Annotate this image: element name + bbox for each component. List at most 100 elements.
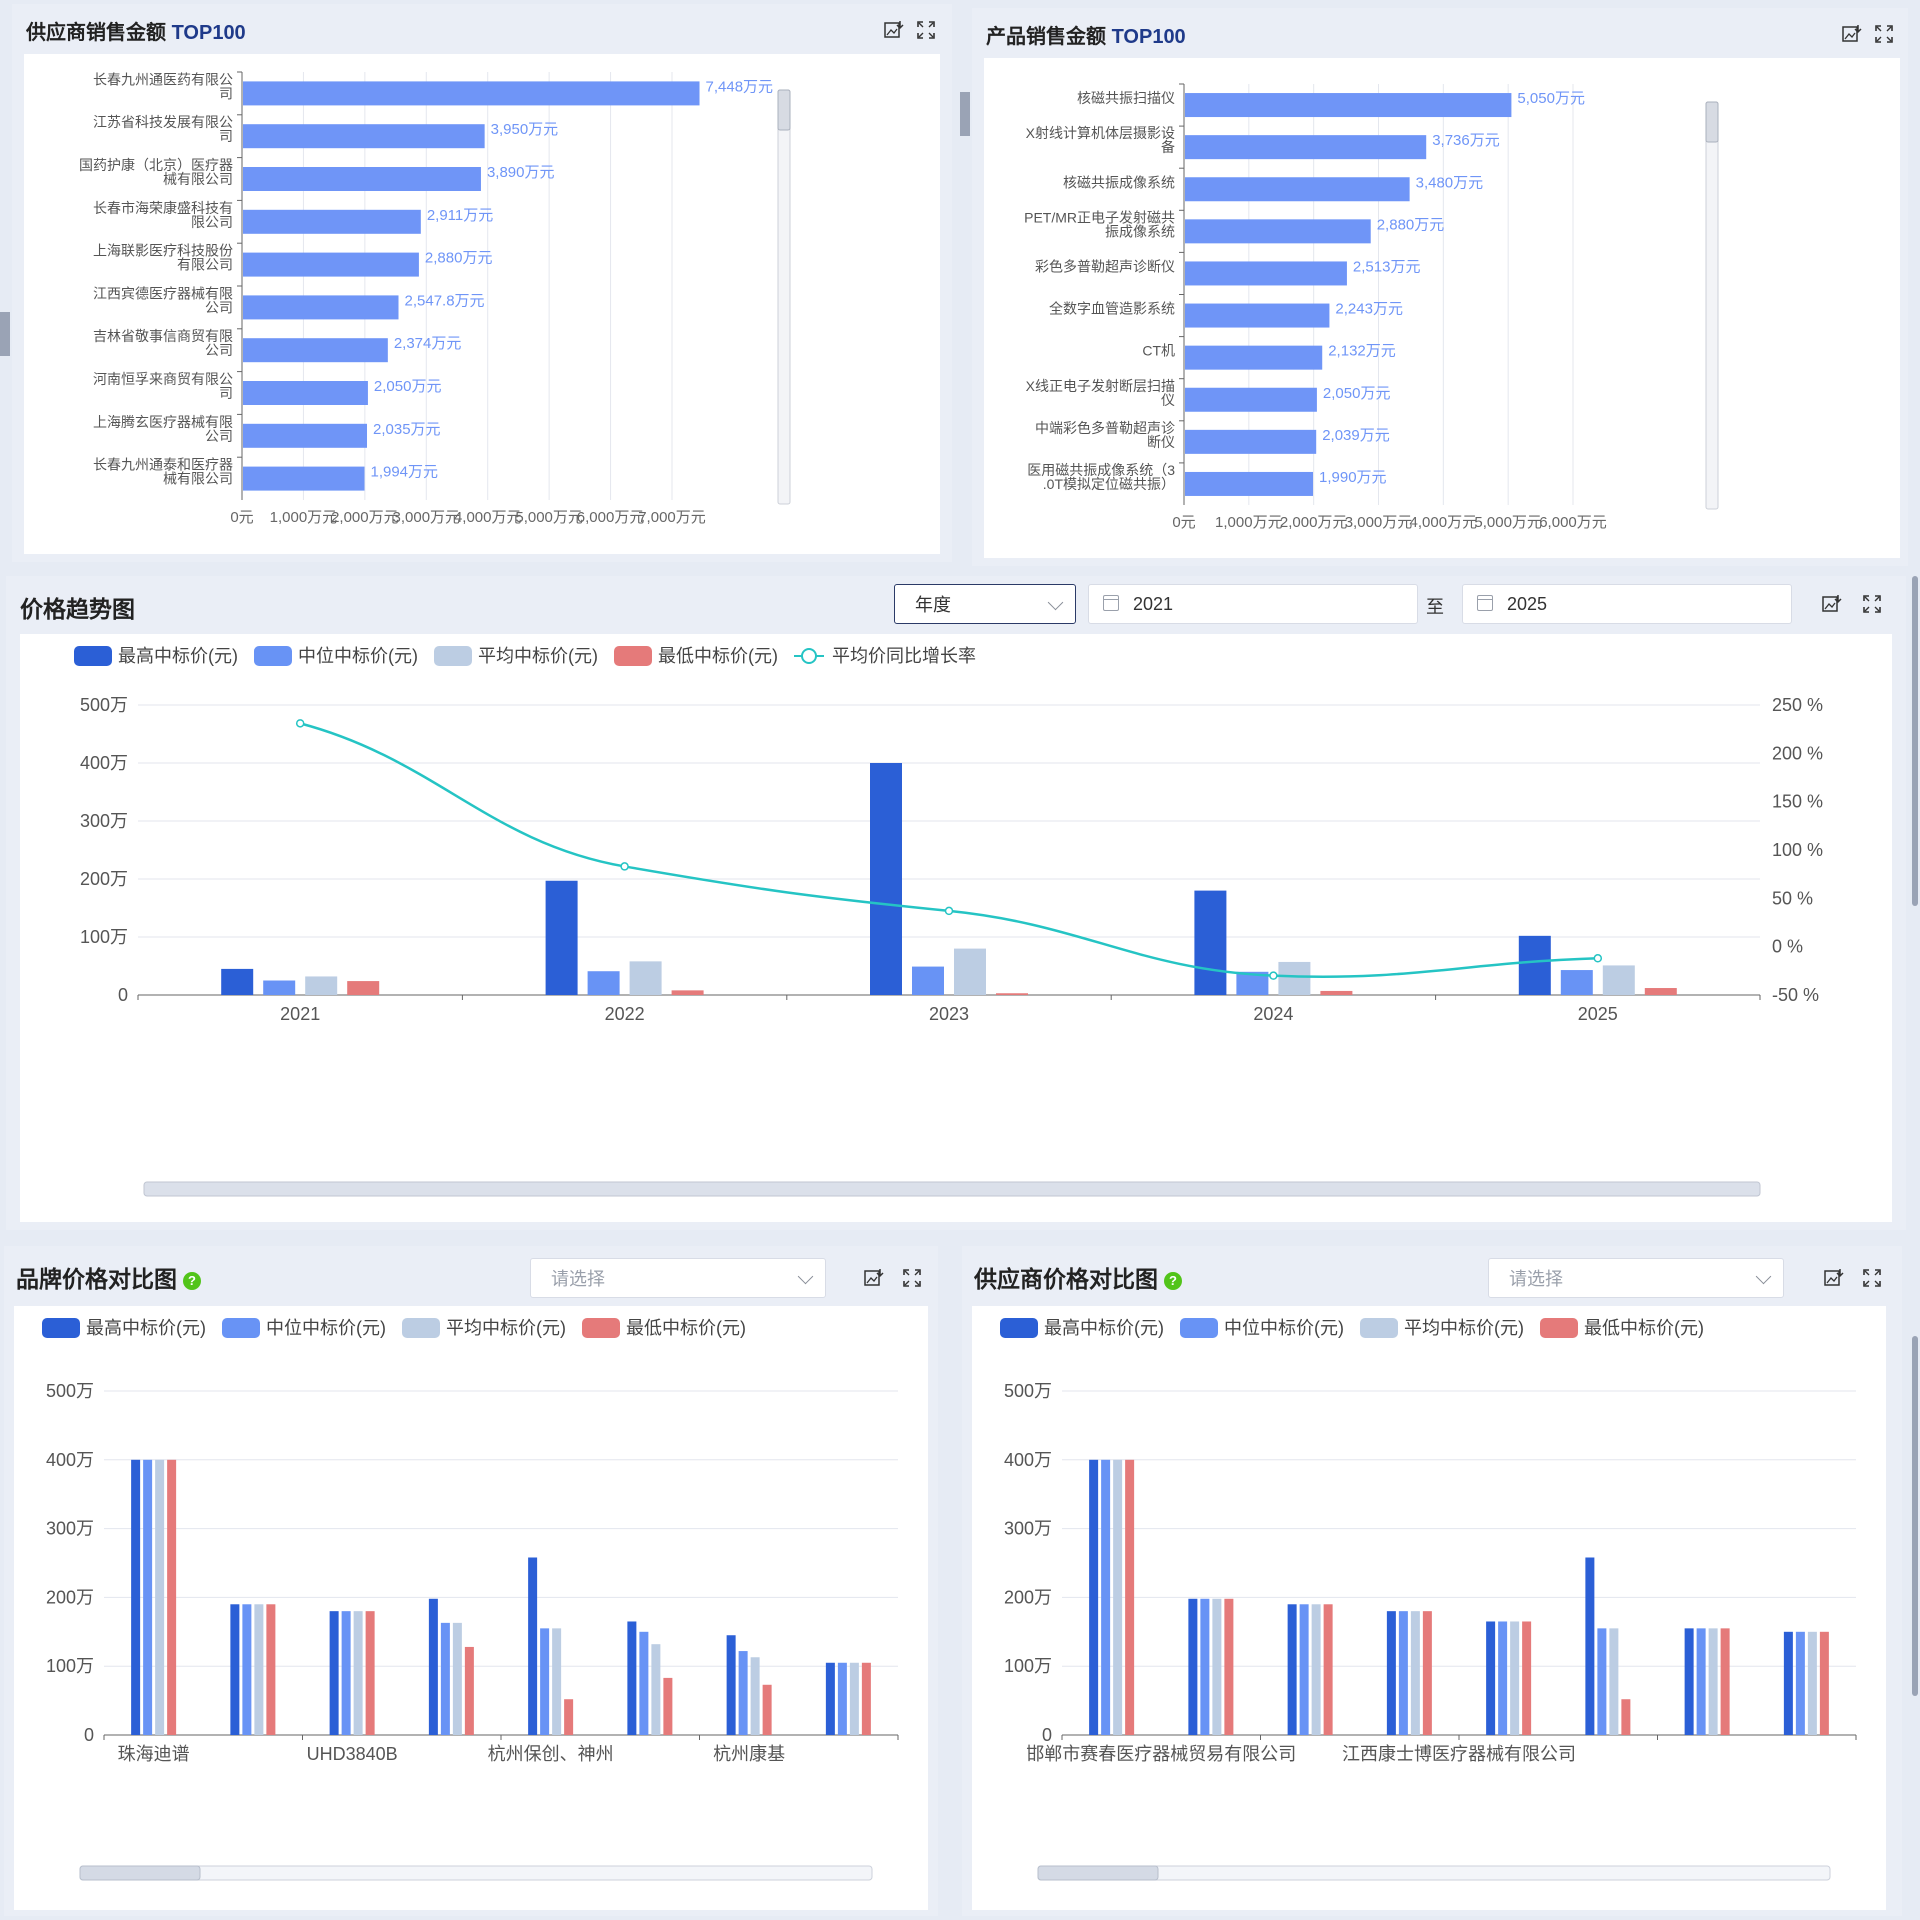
help-icon[interactable]: ?: [1164, 1271, 1182, 1290]
category-label: 核磁共振成像系统: [1063, 174, 1175, 190]
category-label: 上海联影医疗科技股份: [93, 243, 233, 259]
calendar-icon: [1103, 595, 1119, 611]
download-image-icon[interactable]: [1838, 20, 1866, 48]
brand-compare-title: 品牌价格对比图?: [16, 1260, 201, 1294]
y2-tick-label: 200 %: [1772, 743, 1823, 763]
download-image-icon[interactable]: [1818, 590, 1846, 618]
bar: [221, 968, 254, 995]
category-label: 中端彩色多普勒超声诊: [1035, 420, 1175, 436]
bar: [1185, 93, 1512, 118]
bar: [1602, 965, 1635, 995]
category-label: 河南恒孚来商贸有限公: [93, 371, 233, 387]
bar-value-label: 2,039万元: [1322, 427, 1390, 444]
bar: [243, 295, 399, 320]
y-tick-label: 100万: [1004, 1656, 1052, 1676]
bar: [762, 1684, 772, 1735]
bar-value-label: 2,374万元: [394, 335, 462, 352]
fullscreen-icon[interactable]: [1858, 1264, 1886, 1292]
download-image-icon[interactable]: [1820, 1264, 1848, 1292]
bar-value-label: 1,994万元: [370, 464, 438, 481]
page-scrollbar-thumb-lower[interactable]: [1912, 1336, 1918, 1696]
category-label: 公司: [205, 299, 233, 315]
bar: [1518, 935, 1551, 995]
bar-value-label: 5,050万元: [1517, 90, 1585, 107]
brand-compare-panel: 品牌价格对比图? 请选择 最高中标价(元) 中位中标价(元) 平均中标价(元) 最低中…: [4, 1246, 938, 1916]
bar: [1185, 345, 1323, 370]
help-icon[interactable]: ?: [183, 1271, 201, 1290]
bar: [1807, 1631, 1817, 1735]
bar: [353, 1611, 363, 1735]
growth-rate-point: [1269, 971, 1278, 980]
bar: [540, 1628, 550, 1735]
download-image-icon[interactable]: [880, 16, 908, 44]
legend-swatch: [74, 646, 112, 666]
legend-label: 平均中标价(元): [446, 1318, 566, 1338]
y-tick-label: 100万: [80, 927, 128, 947]
growth-rate-point: [620, 862, 629, 871]
datazoom-track: [1705, 101, 1719, 510]
legend-line-marker: [801, 648, 817, 664]
legend-label: 平均中标价(元): [478, 646, 598, 666]
bar: [347, 981, 380, 995]
x-tick-label: 珠海迪谱: [118, 1744, 190, 1764]
period-select[interactable]: 年度: [894, 584, 1076, 624]
bar: [1498, 1621, 1508, 1735]
middle-collapse-handle[interactable]: [960, 92, 970, 136]
category-label: 限公司: [191, 214, 233, 230]
bar: [1410, 1611, 1420, 1735]
y-tick-label: 0: [84, 1725, 94, 1745]
legend-label: 最低中标价(元): [626, 1318, 746, 1338]
bar-value-label: 7,448万元: [706, 78, 774, 95]
category-label: 备: [1161, 139, 1175, 155]
bar: [243, 466, 365, 491]
y-tick-label: 400万: [1004, 1450, 1052, 1470]
y-tick-label: 400万: [46, 1450, 94, 1470]
bar: [1287, 1604, 1297, 1735]
legend-label: 平均中标价(元): [1404, 1318, 1524, 1338]
download-image-icon[interactable]: [860, 1264, 888, 1292]
bar: [341, 1611, 351, 1735]
x-tick-label: 2,000万元: [1280, 514, 1348, 531]
fullscreen-icon[interactable]: [912, 16, 940, 44]
legend-label: 最高中标价(元): [118, 646, 238, 666]
supplier-select[interactable]: 请选择: [1488, 1258, 1784, 1298]
fullscreen-icon[interactable]: [1870, 20, 1898, 48]
category-label: 公司: [205, 342, 233, 358]
bar: [861, 1662, 871, 1735]
x-tick-label: 6,000万元: [1539, 514, 1607, 531]
bar: [1398, 1611, 1408, 1735]
datazoom-handle: [79, 1865, 201, 1881]
date-from-picker[interactable]: 2021: [1088, 584, 1418, 624]
x-tick-label: 2024: [1253, 1004, 1293, 1024]
left-collapse-handle[interactable]: [0, 312, 10, 356]
bar: [243, 124, 485, 149]
bar: [1278, 961, 1311, 995]
y2-tick-label: -50 %: [1772, 985, 1819, 1005]
fullscreen-icon[interactable]: [898, 1264, 926, 1292]
growth-rate-point: [1593, 954, 1603, 963]
y-tick-label: 100万: [46, 1656, 94, 1676]
legend-label: 中位中标价(元): [1224, 1318, 1344, 1338]
x-tick-label: 邯郸市赛春医疗器械贸易有限公司: [1026, 1744, 1296, 1764]
brand-select[interactable]: 请选择: [530, 1258, 826, 1298]
product-top-panel: 产品销售金额 TOP100 0元 1,000万元 2,000万元 3,000万元 4,0…: [972, 8, 1908, 566]
bar: [1200, 1598, 1210, 1735]
date-to-picker[interactable]: 2025: [1462, 584, 1792, 624]
bar: [1644, 988, 1677, 995]
y-tick-label: 500万: [80, 695, 128, 715]
legend-swatch: [582, 1318, 620, 1338]
legend-label: 最高中标价(元): [86, 1318, 206, 1338]
y-tick-label: 200万: [80, 869, 128, 889]
bar: [671, 990, 704, 995]
category-label: 长春九州通泰和医疗器: [93, 457, 233, 473]
price-trend-panel: 价格趋势图 年度 2021 至 2025 最高中标价(元) 中位中标价(元) 平均中…: [6, 576, 1906, 1230]
category-label: 长春市海荣康盛科技有: [93, 200, 233, 216]
bar-value-label: 2,035万元: [373, 421, 441, 438]
fullscreen-icon[interactable]: [1858, 590, 1886, 618]
bar: [564, 1699, 574, 1735]
product-top-chart: 0元 1,000万元2,000万元3,000万元4,000万元5,000万元6,0…: [1024, 83, 1719, 531]
bar: [1185, 387, 1317, 412]
page-scrollbar-thumb[interactable]: [1912, 576, 1918, 906]
bar-value-label: 2,547.8万元: [405, 292, 485, 309]
bar-value-label: 2,050万元: [374, 378, 442, 395]
